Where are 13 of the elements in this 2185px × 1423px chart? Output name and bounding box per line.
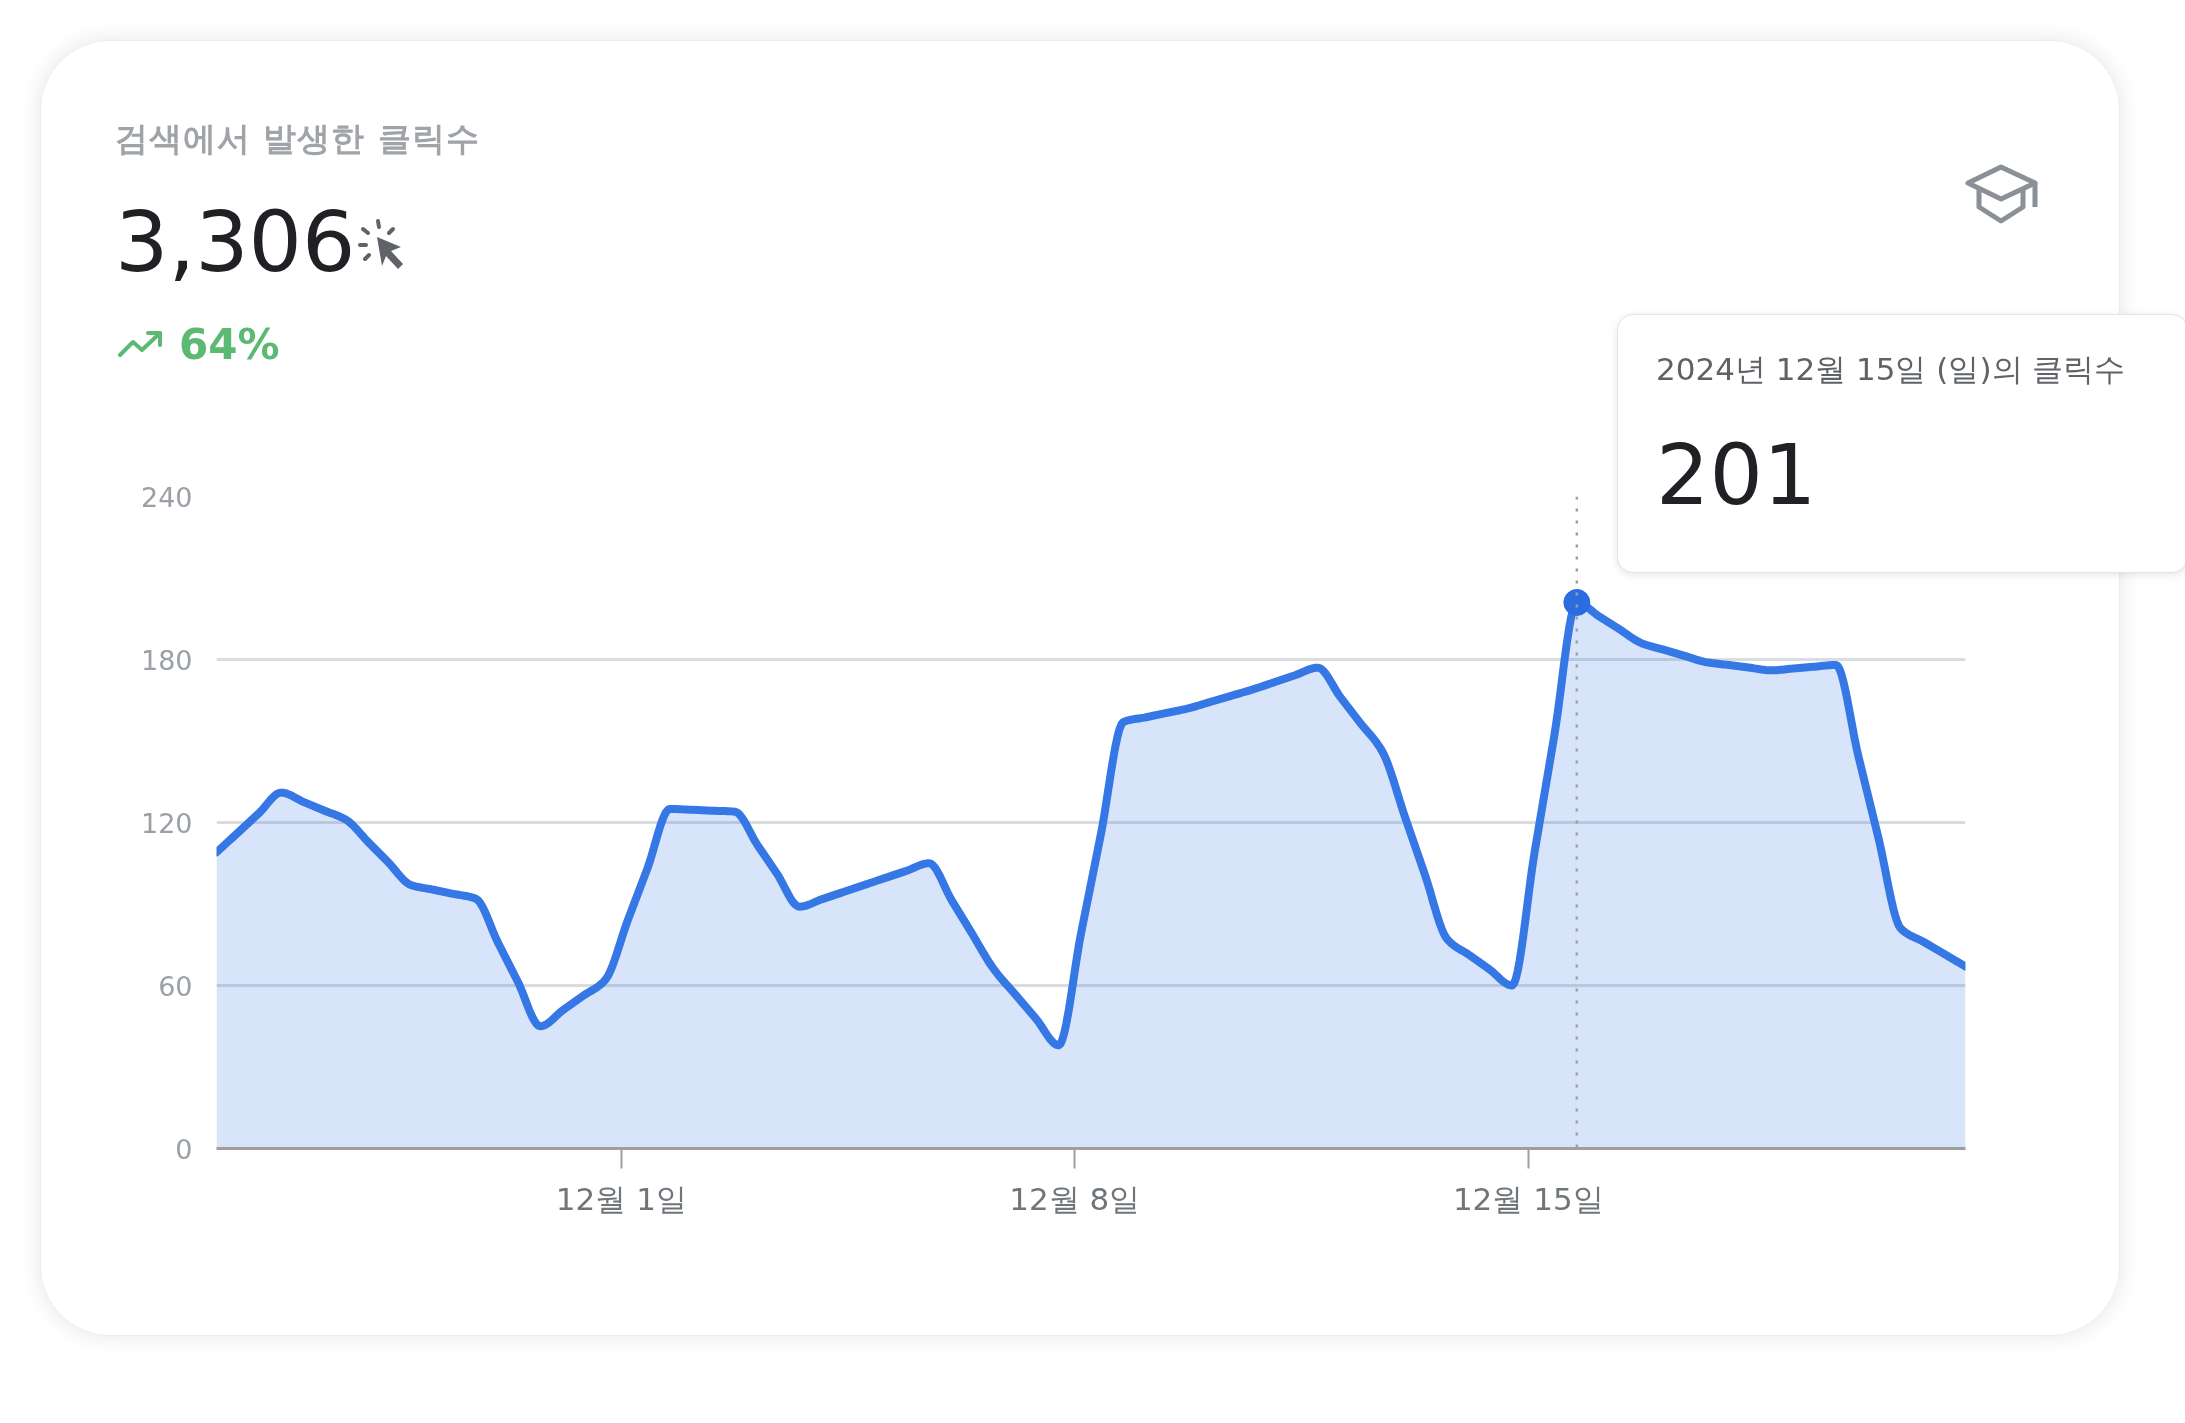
text: 64%: [179, 320, 280, 369]
text: 2024년 12월 15일 (일)의 클릭수: [1656, 351, 2126, 387]
y-tick-label: 60: [158, 970, 193, 1002]
x-tick-label: 12월 15일: [1452, 1180, 1604, 1217]
y-tick-label: 180: [140, 644, 193, 676]
y-tick-label: 120: [140, 807, 193, 839]
y-tick-label: 0: [175, 1133, 193, 1165]
annotation: 201: [1656, 426, 1817, 524]
x-tick-label: 12월 8일: [1009, 1180, 1141, 1217]
y-tick-label: 240: [140, 481, 193, 513]
x-tick-label: 12월 1일: [555, 1180, 687, 1217]
chart-title: 검색에서 발생한 클릭수: [115, 119, 480, 158]
text: 3,306: [115, 193, 356, 291]
